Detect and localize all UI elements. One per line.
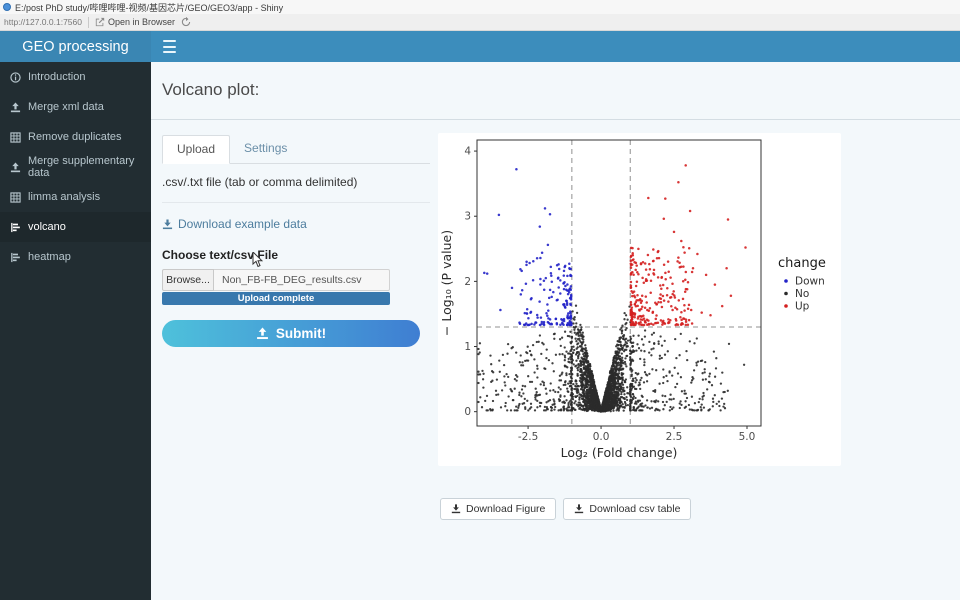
download-icon (162, 218, 173, 229)
plot-footer-buttons: Download Figure Download csv table (440, 498, 692, 520)
download-example-link[interactable]: Download example data (162, 217, 430, 231)
sidebar-item-label: limma analysis (28, 191, 101, 203)
sidebar-item-label: Remove duplicates (28, 131, 122, 143)
file-input-group: Browse... Non_FB-FB_DEG_results.csv (162, 269, 390, 291)
sidebar-menu: Introduction Merge xml data Remove dupli… (0, 62, 151, 600)
sidebar-item-label: volcano (28, 221, 66, 233)
hamburger-menu-icon[interactable] (163, 40, 176, 53)
volcano-plot: -2.5 0.0 2.5 5.0 0 1 2 3 4 Log₂ (Fold change) − Lo… (439, 139, 826, 460)
tab-settings[interactable]: Settings (244, 141, 288, 155)
download-csv-label: Download csv table (589, 503, 681, 515)
volcano-plot-card: -2.5 0.0 2.5 5.0 0 1 2 3 4 Log₂ (Fold change) − Lo… (438, 133, 841, 466)
app-header: GEO processing (0, 31, 960, 62)
open-in-browser-label: Open in Browser (107, 17, 176, 27)
download-figure-button[interactable]: Download Figure (440, 498, 557, 520)
sidebar-item-heatmap[interactable]: heatmap (0, 242, 151, 272)
upload-icon (256, 327, 268, 340)
sidebar-item-label: heatmap (28, 251, 71, 263)
sidebar-item-limma[interactable]: limma analysis (0, 182, 151, 212)
svg-text:change: change (778, 256, 826, 271)
window-titlebar: E:/post PhD study/哔哩哔哩-视频/基因芯片/GEO/GEO3/… (0, 0, 960, 14)
svg-text:2.5: 2.5 (666, 431, 683, 443)
upload-icon (10, 161, 21, 172)
address-url[interactable]: http://127.0.0.1:7560 (4, 17, 82, 27)
svg-text:3: 3 (464, 211, 471, 223)
download-figure-label: Download Figure (466, 503, 546, 515)
upload-progress-bar: Upload complete (162, 292, 390, 305)
sidebar-item-merge-supplementary[interactable]: Merge supplementary data (0, 152, 151, 182)
window-title: E:/post PhD study/哔哩哔哩-视频/基因芯片/GEO/GEO3/… (15, 2, 284, 13)
svg-text:Log₂ (Fold change): Log₂ (Fold change) (561, 445, 678, 460)
filename-field[interactable]: Non_FB-FB_DEG_results.csv (214, 269, 390, 291)
sidebar-item-label: Merge xml data (28, 101, 104, 113)
download-example-label: Download example data (178, 217, 307, 231)
download-csv-button[interactable]: Download csv table (563, 498, 692, 520)
refresh-icon[interactable] (181, 17, 191, 27)
svg-text:-2.5: -2.5 (518, 431, 539, 443)
svg-text:No: No (795, 288, 809, 300)
main-content: Volcano plot: Upload Settings .csv/.txt … (151, 62, 960, 600)
tab-upload[interactable]: Upload (162, 135, 231, 164)
submit-label: Submit! (275, 326, 327, 341)
viewer-toolbar: http://127.0.0.1:7560 Open in Browser (0, 14, 960, 31)
sidebar-item-merge-xml[interactable]: Merge xml data (0, 92, 151, 122)
svg-text:− Log₁₀ (P value): − Log₁₀ (P value) (439, 230, 454, 336)
upload-form-panel: Upload Settings .csv/.txt file (tab or c… (162, 135, 430, 347)
shiny-app-icon (3, 3, 11, 11)
table-icon (10, 191, 21, 203)
app-brand[interactable]: GEO processing (0, 31, 151, 62)
tab-bar: Upload Settings (162, 135, 430, 164)
chart-icon (11, 252, 20, 262)
file-format-hint: .csv/.txt file (tab or comma delimited) (162, 175, 358, 189)
toolbar-separator (87, 16, 89, 28)
download-icon (575, 504, 584, 514)
external-arrow-icon (95, 17, 105, 27)
svg-text:0.0: 0.0 (593, 431, 610, 443)
svg-text:Up: Up (795, 301, 810, 313)
sidebar-item-volcano[interactable]: volcano (0, 212, 151, 242)
sidebar-item-label: Introduction (28, 71, 86, 83)
choose-file-label: Choose text/csv File (162, 248, 279, 262)
table-icon (10, 131, 21, 143)
svg-text:4: 4 (464, 146, 471, 158)
sidebar-item-introduction[interactable]: Introduction (0, 62, 151, 92)
submit-button[interactable]: Submit! (162, 320, 420, 347)
page-title: Volcano plot: (162, 80, 260, 99)
svg-text:1: 1 (464, 341, 471, 353)
form-divider (162, 202, 430, 203)
sidebar-item-label: Merge supplementary data (28, 155, 135, 179)
sidebar-item-remove-duplicates[interactable]: Remove duplicates (0, 122, 151, 152)
svg-text:2: 2 (464, 276, 471, 288)
svg-text:0: 0 (464, 406, 471, 418)
open-in-browser-button[interactable]: Open in Browser (95, 17, 175, 27)
info-icon (10, 71, 21, 83)
upload-icon (10, 101, 21, 112)
title-divider (151, 119, 960, 120)
chart-icon (11, 222, 20, 232)
browse-button[interactable]: Browse... (162, 269, 214, 291)
svg-text:5.0: 5.0 (739, 431, 756, 443)
svg-text:Down: Down (795, 276, 825, 288)
download-icon (451, 504, 461, 514)
